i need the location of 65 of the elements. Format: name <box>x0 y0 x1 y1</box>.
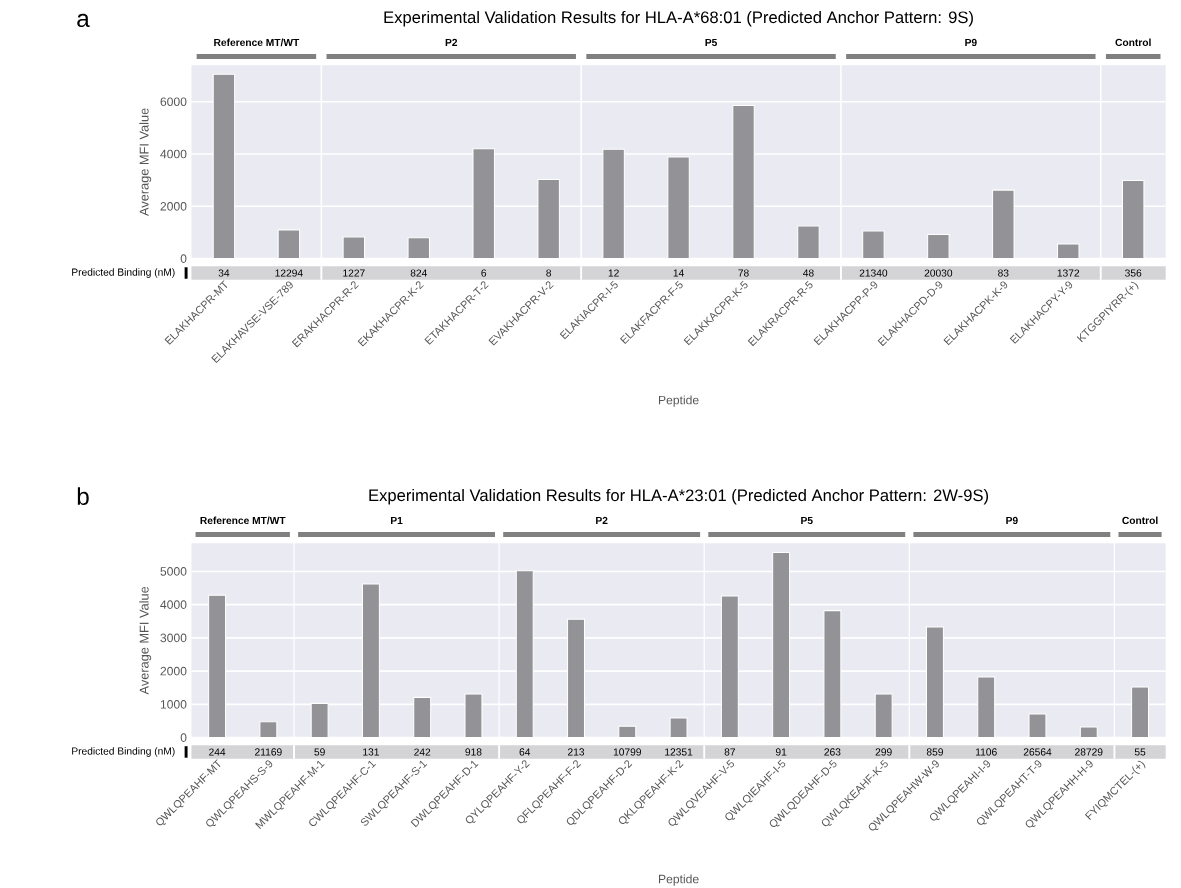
y-tick-label: 1000 <box>160 700 187 709</box>
text: 1106 <box>976 748 997 756</box>
text: 299 <box>875 748 892 756</box>
text: 131 <box>363 748 379 756</box>
y-tick-label: 4000 <box>160 149 187 159</box>
text: 263 <box>824 748 841 756</box>
text: 918 <box>465 748 482 756</box>
text: Predicted Binding (nM) <box>72 268 175 278</box>
text: 10799 <box>613 748 641 756</box>
text: 64 <box>519 748 531 756</box>
text: 859 <box>926 748 943 756</box>
y-tick-label: 5000 <box>160 567 187 576</box>
text: 20030 <box>924 269 953 277</box>
text: 87 <box>724 748 736 756</box>
text: 48 <box>803 269 814 277</box>
band-label: P9 <box>1006 516 1018 525</box>
y-tick-label: 2000 <box>160 666 187 676</box>
text: 12351 <box>665 748 693 756</box>
band-label: P5 <box>801 516 813 525</box>
chart-title: Experimental Validation Results for HLA-A*68:01 (Predicted Anchor Pattern: 9S) <box>384 10 973 27</box>
band-label: Reference MT/WT <box>200 516 286 525</box>
text: 244 <box>209 748 226 756</box>
text: a <box>77 13 90 28</box>
text: 21169 <box>255 748 282 756</box>
y-tick-label: 2000 <box>160 202 187 211</box>
text: 21340 <box>859 269 888 277</box>
y-axis-title: Average MFI Value <box>139 108 152 216</box>
y-axis-title: Average MFI Value <box>139 586 152 695</box>
text: 55 <box>1134 748 1146 756</box>
text: 213 <box>568 748 585 756</box>
band-label: P2 <box>596 516 608 524</box>
text: 34 <box>218 269 230 277</box>
chart-title: Experimental Validation Results for HLA-A*23:01 (Predicted Anchor Pattern: 2W-9S) <box>369 488 989 505</box>
text: Predicted Binding (nM) <box>72 747 175 757</box>
text: 78 <box>738 269 749 277</box>
band-label: P2 <box>445 38 458 46</box>
text: 14 <box>673 269 684 277</box>
text: 356 <box>1125 269 1142 277</box>
text: 59 <box>314 748 325 756</box>
band-label: P5 <box>705 38 717 47</box>
text: 91 <box>775 748 787 756</box>
band-label: Control <box>1122 516 1158 525</box>
text: 6 <box>481 269 487 277</box>
x-axis-title: Peptide <box>658 874 699 886</box>
band-label: P1 <box>390 516 403 524</box>
text: 12 <box>608 269 619 277</box>
text: 824 <box>410 269 427 277</box>
text: 28729 <box>1075 748 1103 756</box>
text: b <box>77 487 89 506</box>
text: 26564 <box>1023 748 1052 756</box>
y-tick-label: 3000 <box>160 633 187 643</box>
text: 242 <box>414 748 431 756</box>
band-label: Control <box>1115 38 1151 47</box>
band-label: Reference MT/WT <box>214 38 300 47</box>
text: 1372 <box>1057 269 1080 277</box>
x-axis-title: Peptide <box>658 395 699 407</box>
y-tick-label: 0 <box>180 254 187 263</box>
text: 12294 <box>275 269 303 277</box>
band-label: P9 <box>965 38 977 47</box>
y-tick-label: 4000 <box>160 600 187 609</box>
text: 8 <box>546 269 552 277</box>
y-tick-label: 0 <box>180 733 187 742</box>
y-tick-label: 6000 <box>160 97 187 107</box>
text: 83 <box>998 269 1009 277</box>
text: 1227 <box>343 269 365 277</box>
